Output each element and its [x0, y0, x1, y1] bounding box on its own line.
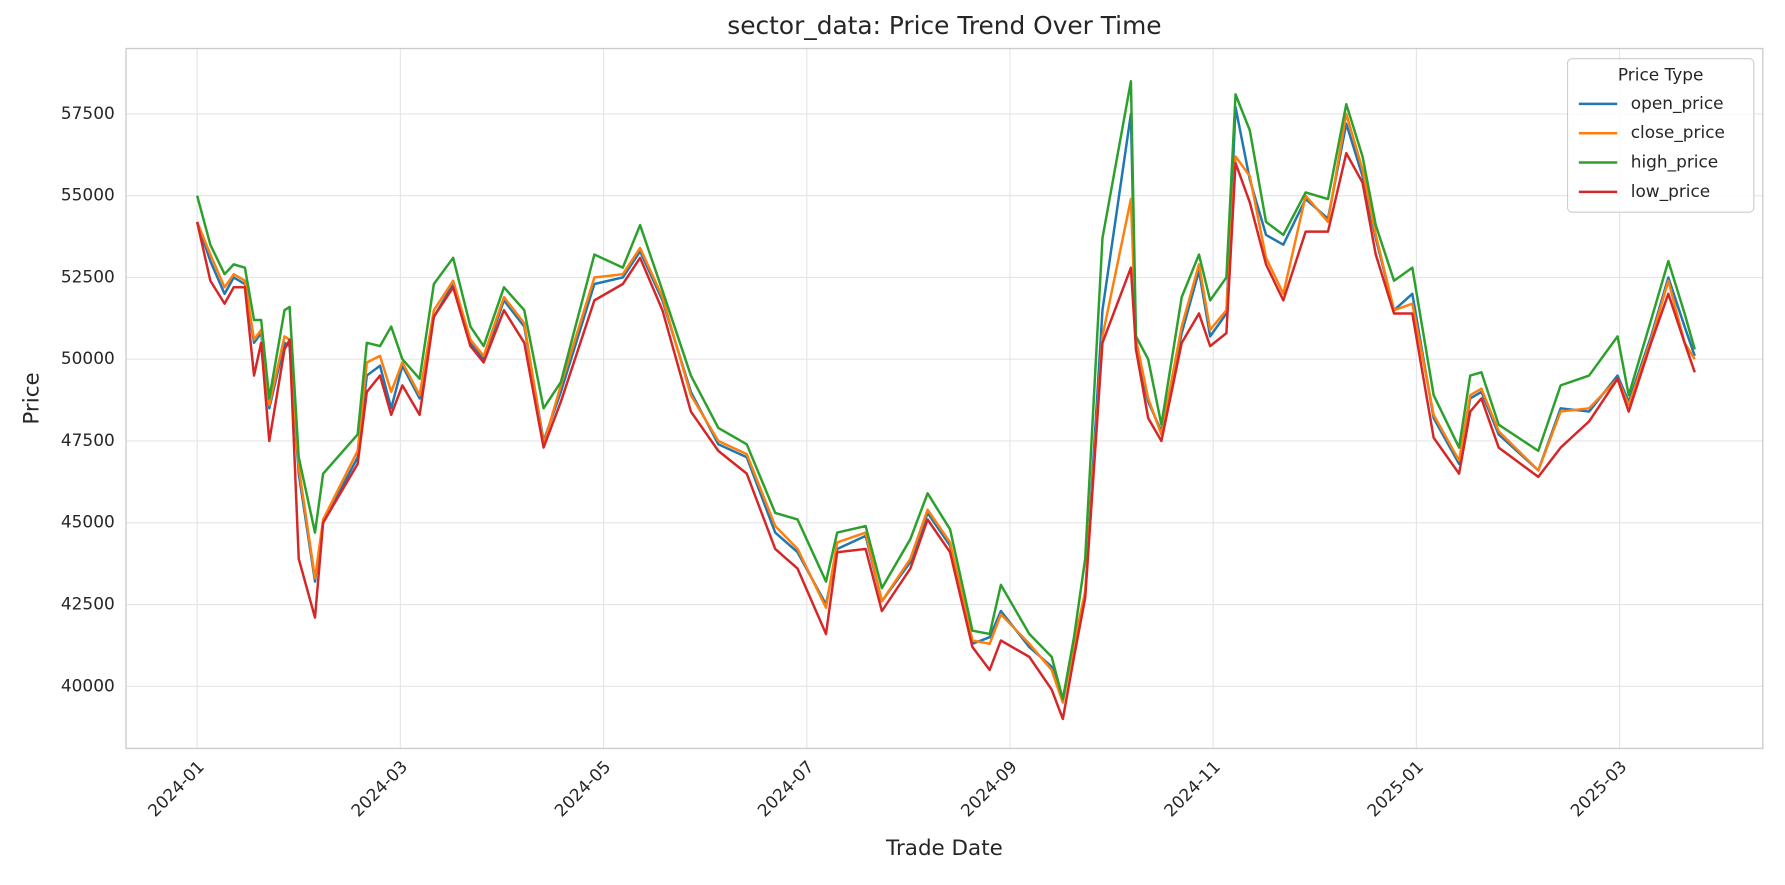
y-axis-label: Price: [19, 372, 44, 424]
legend-label: high_price: [1631, 152, 1718, 173]
plot-frame: [125, 47, 1764, 750]
legend-label: open_price: [1631, 93, 1724, 114]
chart-title: sector_data: Price Trend Over Time: [727, 11, 1161, 40]
y-tick-label: 45000: [61, 512, 115, 532]
y-tick-label: 40000: [61, 675, 115, 695]
legend-label: low_price: [1631, 181, 1710, 202]
legend-title: Price Type: [1618, 65, 1704, 85]
series-line: [195, 80, 1696, 701]
y-tick-label: 42500: [61, 594, 115, 614]
background: [7, 0, 1778, 885]
series-line: [195, 151, 1696, 721]
legend-label: close_price: [1631, 122, 1725, 143]
legend-box: [1566, 58, 1755, 213]
legend: Price Type open_price close_price high_pric…: [1566, 58, 1755, 213]
y-tick-label: 57500: [61, 103, 115, 123]
x-axis-label: Trade Date: [885, 836, 1003, 861]
series-line: [195, 112, 1696, 704]
y-tick-label: 47500: [61, 430, 115, 450]
y-tick-label: 52500: [61, 266, 115, 286]
y-tick-label: 50000: [61, 348, 115, 368]
y-tick-label: 55000: [61, 185, 115, 205]
